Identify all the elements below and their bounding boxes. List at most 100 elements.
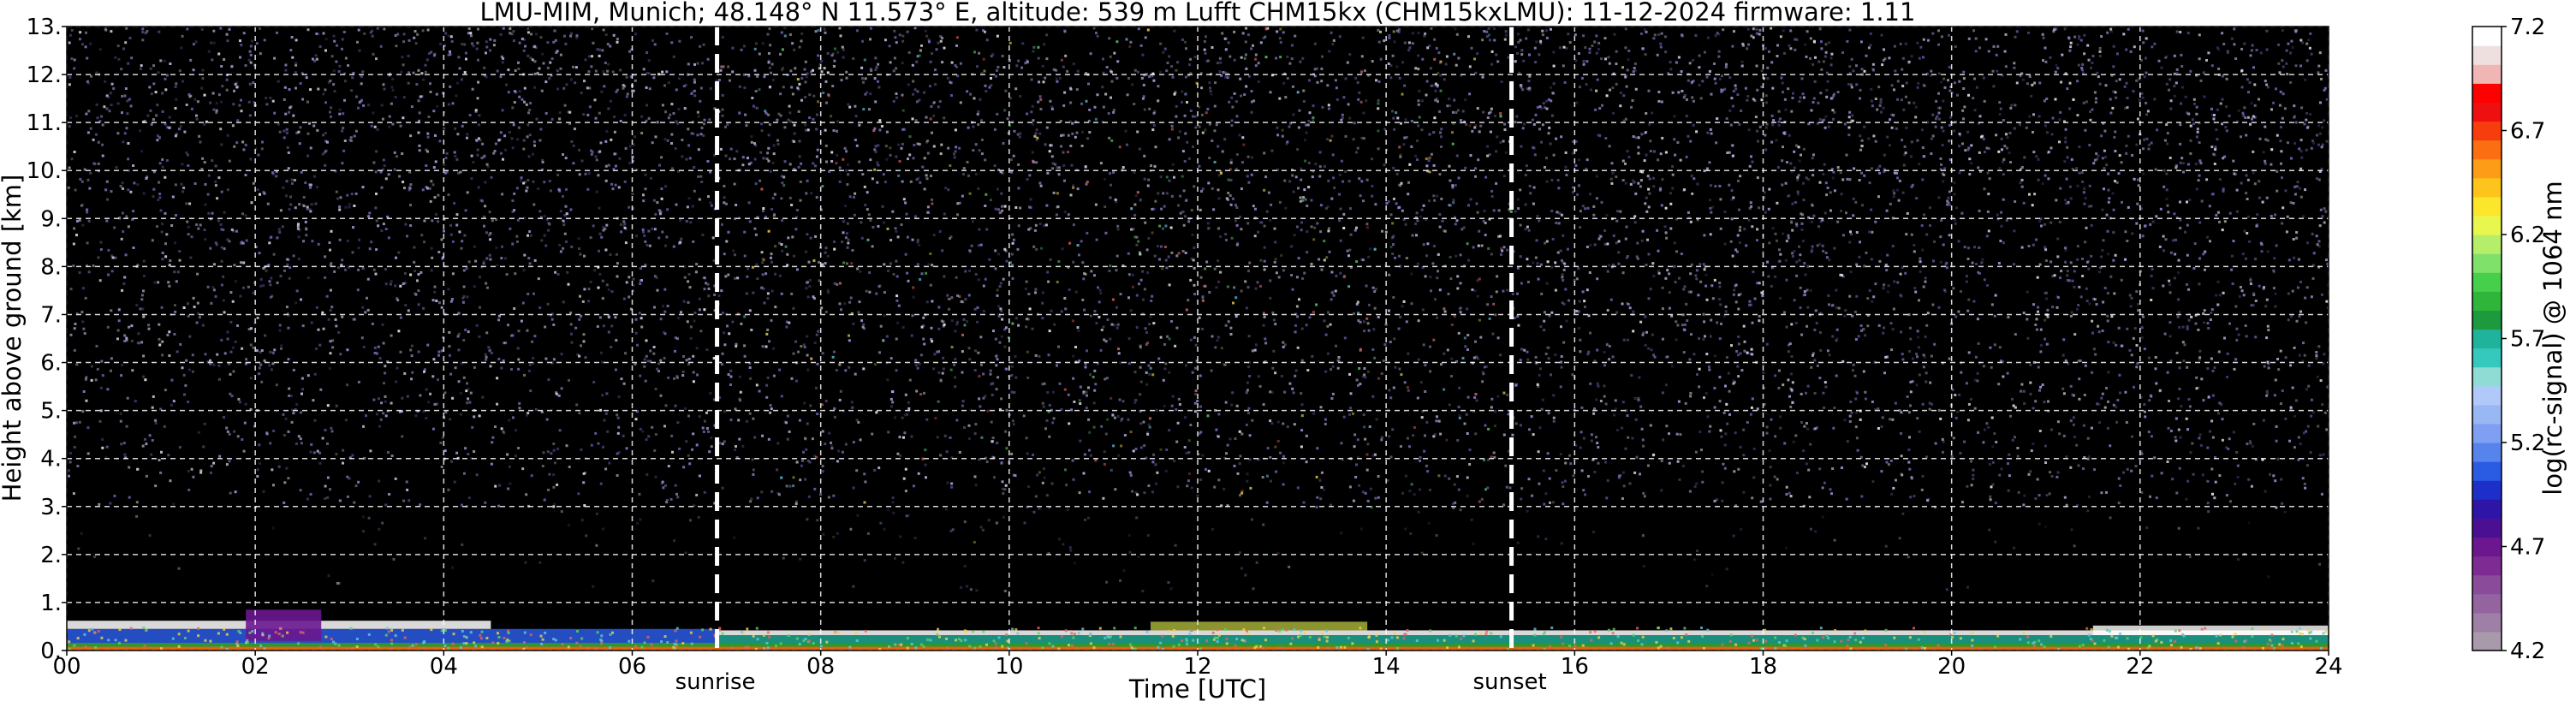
signal-pixel (343, 98, 346, 102)
signal-pixel (512, 39, 515, 43)
signal-pixel (1365, 99, 1368, 103)
signal-pixel (912, 80, 915, 83)
signal-pixel (1323, 240, 1326, 243)
signal-pixel (2270, 163, 2273, 166)
signal-pixel (1892, 114, 1895, 117)
signal-pixel (2060, 80, 2063, 84)
signal-pixel (1448, 477, 1451, 480)
signal-pixel (232, 103, 235, 106)
signal-pixel (894, 416, 897, 419)
signal-pixel (1344, 77, 1347, 80)
signal-pixel (2109, 444, 2112, 448)
signal-pixel (1636, 257, 1639, 260)
signal-pixel (1407, 41, 1411, 45)
signal-pixel (1234, 168, 1238, 170)
signal-pixel (969, 408, 973, 412)
signal-pixel (2044, 124, 2047, 128)
signal-pixel (1000, 397, 1003, 401)
signal-pixel (406, 488, 409, 491)
signal-pixel (1824, 115, 1828, 118)
signal-pixel (309, 450, 312, 454)
signal-pixel (1593, 243, 1597, 247)
signal-pixel (1777, 120, 1781, 123)
signal-pixel (1139, 44, 1143, 47)
signal-pixel (222, 299, 225, 302)
signal-pixel (1142, 83, 1145, 86)
signal-pixel (1783, 442, 1787, 445)
signal-pixel (1886, 355, 1889, 359)
signal-pixel (1763, 386, 1765, 389)
signal-pixel (1119, 293, 1122, 296)
signal-pixel (749, 500, 753, 503)
signal-pixel (1722, 462, 1725, 466)
signal-pixel (1417, 99, 1420, 103)
signal-pixel (1652, 275, 1656, 278)
signal-pixel (598, 111, 601, 115)
signal-pixel (1647, 253, 1651, 256)
signal-pixel (1088, 131, 1092, 134)
signal-pixel (2179, 31, 2182, 33)
signal-pixel (1019, 95, 1022, 98)
signal-pixel (726, 324, 729, 328)
signal-pixel (824, 31, 827, 34)
signal-pixel (813, 487, 817, 490)
signal-pixel (1805, 422, 1808, 425)
signal-pixel (974, 143, 978, 146)
signal-pixel (1651, 333, 1654, 336)
signal-pixel (670, 133, 674, 136)
signal-pixel (1031, 151, 1034, 154)
signal-pixel (2165, 188, 2168, 192)
signal-pixel (1238, 430, 1241, 433)
signal-pixel (830, 160, 834, 163)
signal-pixel (2092, 297, 2095, 300)
signal-pixel (1849, 83, 1853, 86)
signal-pixel (978, 458, 981, 461)
signal-pixel (2103, 167, 2106, 170)
signal-pixel (1310, 263, 1313, 265)
signal-pixel (1043, 476, 1046, 479)
signal-pixel (1718, 298, 1722, 301)
signal-pixel (666, 208, 669, 211)
signal-pixel (2166, 132, 2169, 135)
signal-pixel (1560, 542, 1563, 545)
signal-pixel (1129, 40, 1133, 44)
signal-pixel (1889, 202, 1892, 205)
signal-pixel (1142, 95, 1145, 98)
signal-pixel (70, 57, 74, 60)
signal-pixel (1184, 75, 1187, 79)
signal-pixel (2147, 147, 2151, 151)
signal-pixel (1614, 399, 1617, 402)
signal-pixel (216, 353, 219, 356)
signal-pixel (515, 429, 517, 432)
signal-pixel (1507, 56, 1510, 59)
signal-pixel (871, 177, 874, 181)
signal-pixel (2214, 480, 2217, 484)
signal-pixel (1902, 108, 1906, 111)
signal-pixel (833, 59, 836, 62)
signal-pixel (477, 58, 479, 62)
signal-pixel (2002, 241, 2005, 245)
signal-pixel (1870, 99, 1873, 103)
signal-pixel (376, 352, 378, 355)
signal-pixel (1823, 211, 1827, 215)
signal-pixel (1102, 325, 1105, 329)
signal-pixel (142, 259, 146, 263)
signal-pixel (597, 174, 600, 177)
signal-pixel (1139, 346, 1142, 349)
signal-pixel (1871, 104, 1874, 108)
signal-pixel (2231, 282, 2234, 285)
signal-pixel (2186, 282, 2188, 286)
signal-pixel (1487, 111, 1490, 115)
signal-pixel (824, 144, 828, 147)
signal-pixel (2199, 162, 2203, 165)
signal-pixel (697, 115, 700, 118)
signal-pixel (1437, 100, 1439, 104)
signal-pixel (770, 318, 773, 322)
signal-pixel (1821, 486, 1824, 490)
signal-pixel (567, 524, 570, 526)
signal-pixel (2044, 259, 2048, 262)
signal-pixel (2246, 232, 2249, 235)
signal-pixel (1339, 271, 1342, 275)
signal-pixel (1146, 28, 1150, 32)
signal-pixel (383, 27, 386, 31)
